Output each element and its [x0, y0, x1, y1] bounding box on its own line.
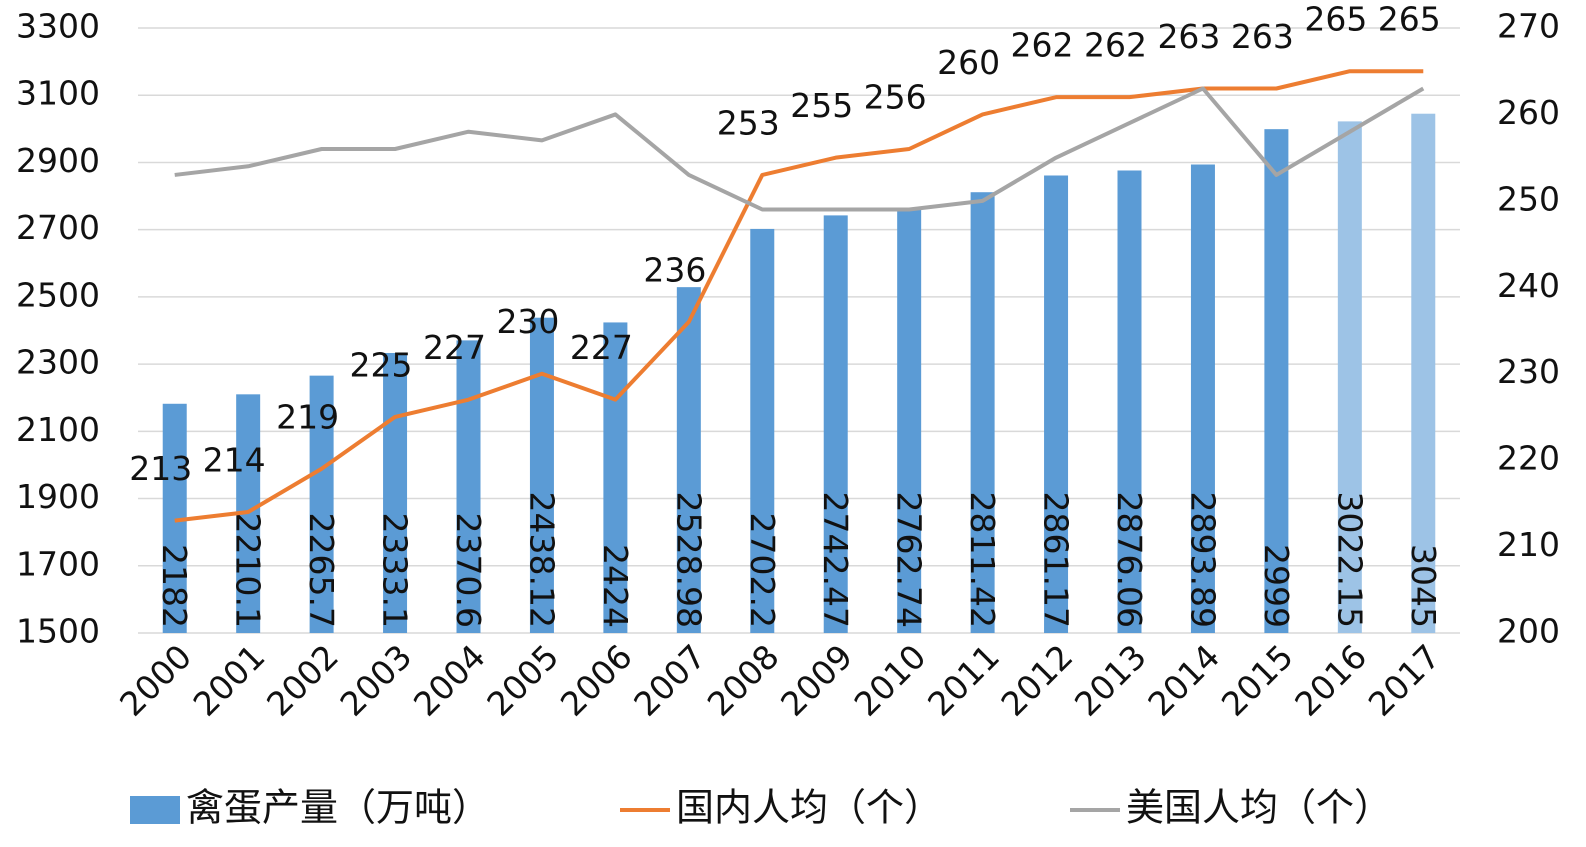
bar-value-label: 2702.2 [743, 513, 782, 628]
bar [1044, 175, 1069, 633]
x-tick-label: 2005 [479, 637, 566, 724]
legend-swatch [130, 796, 180, 824]
line-value-label: 219 [276, 397, 339, 436]
y-tick-label: 2900 [16, 141, 100, 180]
legend-label: 国内人均（个） [676, 786, 942, 830]
x-tick-label: 2001 [186, 637, 273, 724]
bar [1337, 121, 1362, 633]
line-value-label: 262 [1011, 26, 1074, 65]
x-tick-label: 2006 [553, 637, 640, 724]
bar-value-label: 2876.06 [1110, 492, 1149, 628]
y2-tick-label: 200 [1497, 612, 1560, 651]
line-value-label: 225 [350, 345, 413, 384]
y2-tick-label: 220 [1497, 439, 1560, 478]
legend-label: 禽蛋产量（万吨） [186, 786, 490, 830]
bar-value-label: 2893.89 [1183, 492, 1222, 628]
x-tick-label: 2015 [1214, 637, 1301, 724]
x-tick-label: 2000 [112, 637, 199, 724]
line-value-label: 262 [1084, 26, 1147, 65]
line-value-label: 227 [570, 328, 633, 367]
line-value-label: 255 [790, 86, 853, 125]
line-value-label: 260 [937, 43, 1000, 82]
line-value-label: 256 [864, 78, 927, 117]
bar-value-label: 2762.74 [890, 492, 929, 628]
bar-value-label: 2811.42 [963, 492, 1002, 628]
bar-value-label: 2424 [596, 544, 635, 628]
y-tick-label: 1700 [16, 544, 100, 583]
y-tick-label: 2700 [16, 208, 100, 247]
bar [676, 287, 701, 633]
bar-value-label: 2265.7 [302, 513, 341, 628]
bar [309, 375, 334, 633]
y-tick-label: 2500 [16, 275, 100, 314]
bar [897, 208, 922, 634]
bar [456, 340, 481, 633]
bar-value-label: 3022.15 [1330, 492, 1369, 628]
bar [1117, 170, 1142, 633]
line-value-label: 265 [1304, 0, 1367, 39]
bar-value-label: 2333.1 [376, 513, 415, 628]
y-tick-label: 1900 [16, 477, 100, 516]
bar [750, 228, 775, 633]
y-tick-label: 2100 [16, 410, 100, 449]
x-tick-label: 2016 [1287, 637, 1374, 724]
bar [603, 322, 628, 633]
bar-value-label: 2182 [155, 544, 194, 628]
y2-tick-label: 270 [1497, 7, 1560, 46]
bar [823, 215, 848, 633]
bar-value-label: 2210.1 [229, 513, 268, 628]
y2-tick-label: 210 [1497, 525, 1560, 564]
line-value-label: 263 [1231, 17, 1294, 56]
x-tick-label: 2003 [332, 637, 419, 724]
bar [1411, 113, 1436, 634]
line-value-label: 227 [423, 328, 486, 367]
line-value-label: 230 [496, 302, 559, 341]
x-tick-label: 2007 [626, 637, 713, 724]
bar-value-label: 2742.47 [816, 492, 855, 628]
y-tick-label: 1500 [16, 612, 100, 651]
bar-value-label: 2528.98 [669, 492, 708, 628]
line-value-label: 236 [643, 250, 706, 289]
x-tick-label: 2008 [700, 637, 787, 724]
x-tick-label: 2012 [993, 637, 1080, 724]
line-value-label: 214 [203, 441, 266, 480]
legend-label: 美国人均（个） [1126, 786, 1392, 830]
line-value-label: 253 [717, 103, 780, 142]
x-tick-label: 2013 [1067, 637, 1154, 724]
x-tick-label: 2009 [773, 637, 860, 724]
bar [970, 192, 995, 633]
bar [383, 352, 408, 633]
bar [1190, 164, 1215, 633]
line-value-label: 265 [1378, 0, 1441, 39]
y2-tick-label: 240 [1497, 266, 1560, 305]
y2-tick-label: 260 [1497, 93, 1560, 132]
bar-value-label: 2370.6 [449, 513, 488, 628]
x-tick-label: 2010 [847, 637, 934, 724]
line-value-label: 263 [1157, 17, 1220, 56]
x-tick-label: 2017 [1361, 637, 1448, 724]
line [174, 86, 1425, 212]
y2-tick-label: 230 [1497, 352, 1560, 391]
bar-value-label: 2999 [1257, 544, 1296, 628]
bar-value-label: 3045 [1404, 544, 1443, 628]
line-value-label: 213 [129, 449, 192, 488]
x-tick-label: 2004 [406, 637, 493, 724]
y-tick-label: 3300 [16, 7, 100, 46]
bar-value-label: 2438.12 [522, 492, 561, 628]
y2-tick-label: 250 [1497, 179, 1560, 218]
y-tick-label: 2300 [16, 343, 100, 382]
line [174, 69, 1424, 523]
x-tick-label: 2011 [920, 637, 1007, 724]
bar [529, 317, 554, 633]
x-tick-label: 2002 [259, 637, 346, 724]
x-tick-label: 2014 [1140, 637, 1227, 724]
bar-value-label: 2861.17 [1037, 492, 1076, 628]
y-tick-label: 3100 [16, 74, 100, 113]
bar [1264, 129, 1289, 634]
